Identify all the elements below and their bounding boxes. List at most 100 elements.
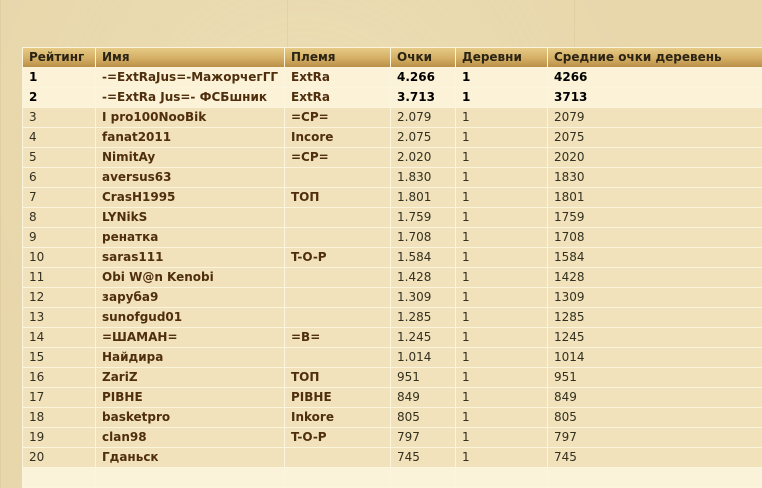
avg-points-cell: 849: [548, 388, 762, 407]
player-name-link[interactable]: ренатка: [102, 230, 159, 244]
villages-cell: 1: [456, 448, 547, 467]
player-name-link[interactable]: clan98: [102, 430, 147, 444]
player-name-link[interactable]: aversus63: [102, 170, 172, 184]
player-name-link[interactable]: I pro100NooBik: [102, 110, 207, 124]
player-name-link[interactable]: basketpro: [102, 410, 171, 424]
tribe-link[interactable]: ТОП: [291, 370, 320, 384]
tribe-link[interactable]: Inkore: [291, 410, 334, 424]
name-cell: РІВНЕ: [96, 388, 284, 407]
tribe-link[interactable]: =CP=: [291, 150, 329, 164]
villages-cell: 1: [456, 408, 547, 427]
player-name-link[interactable]: Гданьск: [102, 450, 159, 464]
points-cell: 2.020: [391, 148, 455, 167]
rank-cell: 7: [23, 188, 95, 207]
rank-cell: 17: [23, 388, 95, 407]
points-cell: 1.830: [391, 168, 455, 187]
avg-points-cell: 1245: [548, 328, 762, 347]
rank-cell: 3: [23, 108, 95, 127]
tribe-link[interactable]: =B=: [291, 330, 321, 344]
table-row: 16 ZariZ ТОП 951 1 951: [23, 368, 762, 387]
rank-cell: 13: [23, 308, 95, 327]
player-name-link[interactable]: fanat2011: [102, 130, 172, 144]
points-cell: 745: [391, 448, 455, 467]
player-name-link[interactable]: sunofgud01: [102, 310, 183, 324]
avg-points-cell: 951: [548, 368, 762, 387]
name-cell: NimitAy: [96, 148, 284, 167]
empty-cell: [96, 468, 284, 487]
empty-cell: [391, 468, 455, 487]
player-name-link[interactable]: -=ExtRa Jus=- ФСБшник: [102, 90, 268, 104]
header-row: Рейтинг Имя Племя Очки Деревни Средние о…: [23, 48, 762, 67]
avg-points-cell: 805: [548, 408, 762, 427]
points-cell: 1.309: [391, 288, 455, 307]
points-cell: 4.266: [391, 68, 455, 87]
name-cell: fanat2011: [96, 128, 284, 147]
tribe-cell: =CP=: [285, 108, 390, 127]
table-row: 6 aversus63 1.830 1 1830: [23, 168, 762, 187]
tribe-link[interactable]: ExtRa: [291, 70, 331, 84]
player-name-link[interactable]: LYNikS: [102, 210, 148, 224]
points-cell: 1.285: [391, 308, 455, 327]
villages-cell: 1: [456, 148, 547, 167]
name-cell: Найдира: [96, 348, 284, 367]
name-cell: -=ExtRa Jus=- ФСБшник: [96, 88, 284, 107]
rank-cell: 4: [23, 128, 95, 147]
player-name-link[interactable]: ZariZ: [102, 370, 138, 384]
tribe-link[interactable]: Incore: [291, 130, 334, 144]
col-header-rank: Рейтинг: [23, 48, 95, 67]
tribe-cell: ExtRa: [285, 88, 390, 107]
tribe-cell: [285, 168, 390, 187]
villages-cell: 1: [456, 308, 547, 327]
empty-cell: [456, 468, 547, 487]
player-name-link[interactable]: заруба9: [102, 290, 159, 304]
tribe-cell: ТОП: [285, 188, 390, 207]
col-header-points: Очки: [391, 48, 455, 67]
player-name-link[interactable]: РІВНЕ: [102, 390, 143, 404]
rank-cell: 18: [23, 408, 95, 427]
tribe-link[interactable]: T-O-P: [291, 250, 327, 264]
points-cell: 1.801: [391, 188, 455, 207]
rank-cell: 11: [23, 268, 95, 287]
tribe-cell: [285, 288, 390, 307]
avg-points-cell: 3713: [548, 88, 762, 107]
villages-cell: 1: [456, 188, 547, 207]
tribe-cell: T-O-P: [285, 428, 390, 447]
tribe-link[interactable]: ExtRa: [291, 90, 331, 104]
table-row: 1 -=ExtRaJus=-МажорчегГГ ExtRa 4.266 1 4266: [23, 68, 762, 87]
empty-cell: [23, 468, 95, 487]
table-row: 19 clan98 T-O-P 797 1 797: [23, 428, 762, 447]
villages-cell: 1: [456, 288, 547, 307]
player-name-link[interactable]: CrasH1995: [102, 190, 176, 204]
tribe-link[interactable]: T-O-P: [291, 430, 327, 444]
villages-cell: 1: [456, 248, 547, 267]
tribe-link[interactable]: РІВНЕ: [291, 390, 332, 404]
villages-cell: 1: [456, 368, 547, 387]
table-row: 11 Obi W@n Kenobi 1.428 1 1428: [23, 268, 762, 287]
name-cell: basketpro: [96, 408, 284, 427]
name-cell: aversus63: [96, 168, 284, 187]
rank-cell: 19: [23, 428, 95, 447]
player-name-link[interactable]: =ШАМАН=: [102, 330, 178, 344]
tribe-cell: Incore: [285, 128, 390, 147]
name-cell: ZariZ: [96, 368, 284, 387]
tribe-cell: =B=: [285, 328, 390, 347]
tribe-link[interactable]: =CP=: [291, 110, 329, 124]
rank-cell: 5: [23, 148, 95, 167]
rank-cell: 10: [23, 248, 95, 267]
rank-cell: 20: [23, 448, 95, 467]
name-cell: Obi W@n Kenobi: [96, 268, 284, 287]
tribe-link[interactable]: ТОП: [291, 190, 320, 204]
points-cell: 3.713: [391, 88, 455, 107]
player-name-link[interactable]: Найдира: [102, 350, 164, 364]
name-cell: =ШАМАН=: [96, 328, 284, 347]
villages-cell: 1: [456, 428, 547, 447]
table-row: 14 =ШАМАН= =B= 1.245 1 1245: [23, 328, 762, 347]
avg-points-cell: 1428: [548, 268, 762, 287]
empty-cell: [548, 468, 762, 487]
player-name-link[interactable]: saras111: [102, 250, 164, 264]
tribe-cell: [285, 208, 390, 227]
player-name-link[interactable]: Obi W@n Kenobi: [102, 270, 214, 284]
player-name-link[interactable]: -=ExtRaJus=-МажорчегГГ: [102, 70, 278, 84]
player-name-link[interactable]: NimitAy: [102, 150, 156, 164]
tribe-cell: ТОП: [285, 368, 390, 387]
